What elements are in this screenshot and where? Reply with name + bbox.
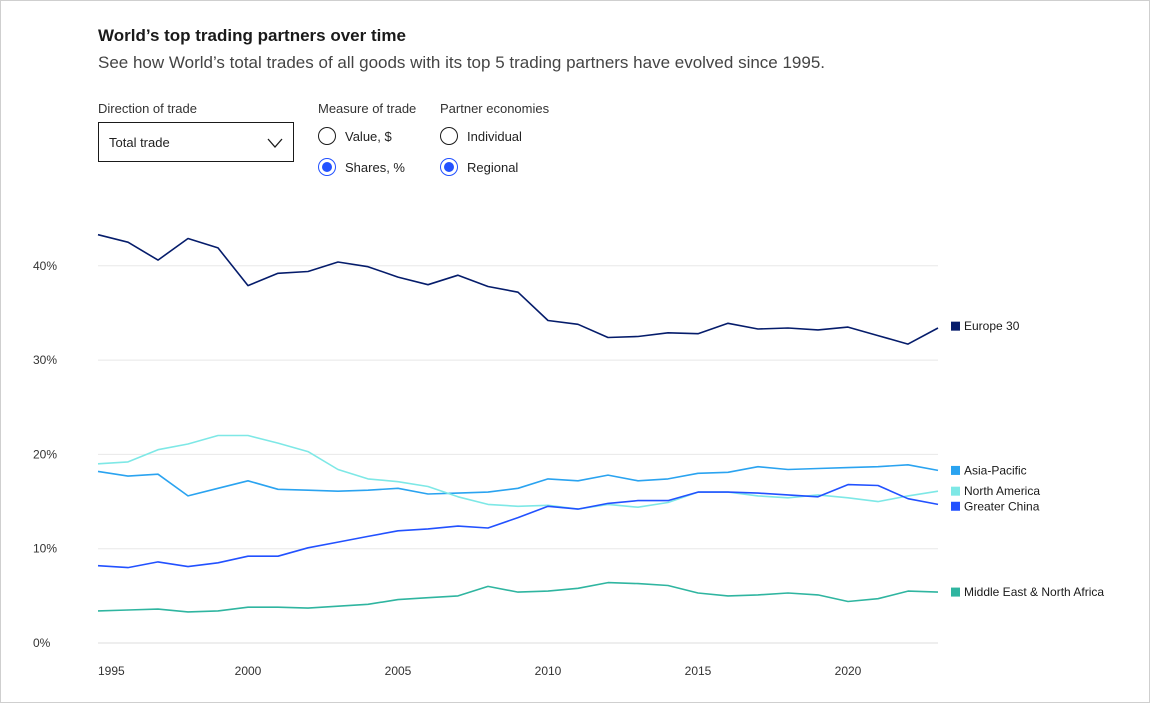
legend-swatch bbox=[951, 486, 960, 496]
direction-select-value: Total trade bbox=[109, 135, 170, 150]
partners-label: Partner economies bbox=[440, 101, 550, 116]
measure-option-label: Value, $ bbox=[345, 128, 392, 144]
chart-title: World’s top trading partners over time bbox=[98, 26, 406, 45]
x-tick-label: 2015 bbox=[685, 664, 712, 678]
series-line bbox=[97, 483, 939, 569]
radio-button bbox=[318, 127, 336, 145]
partners-option-label: Individual bbox=[467, 128, 522, 144]
series-line bbox=[97, 463, 939, 497]
x-tick-label: 2010 bbox=[535, 664, 562, 678]
measure-radio-shares[interactable]: Shares, % bbox=[318, 158, 405, 176]
chart-subtitle: See how World’s total trades of all good… bbox=[98, 53, 826, 72]
partners-radio-regional[interactable]: Regional bbox=[440, 158, 518, 176]
y-tick-label: 20% bbox=[33, 447, 57, 461]
legend-label: Greater China bbox=[964, 499, 1040, 513]
series-line bbox=[97, 581, 939, 613]
measure-radio-value[interactable]: Value, $ bbox=[318, 127, 392, 145]
y-tick-label: 30% bbox=[33, 353, 57, 367]
direction-select[interactable]: Total trade bbox=[98, 122, 294, 162]
legend-label: Middle East & North Africa bbox=[964, 585, 1104, 599]
series-line bbox=[97, 233, 939, 345]
direction-label: Direction of trade bbox=[98, 101, 197, 116]
y-tick-label: 0% bbox=[33, 636, 51, 650]
legend-label: Europe 30 bbox=[964, 319, 1020, 333]
y-tick-label: 40% bbox=[33, 259, 57, 273]
series-line bbox=[97, 434, 939, 510]
y-tick-label: 10% bbox=[33, 542, 57, 556]
legend-swatch bbox=[951, 465, 960, 475]
partners-option-label: Regional bbox=[467, 159, 519, 175]
chevron-down-icon bbox=[267, 138, 283, 148]
legend-swatch bbox=[951, 321, 960, 331]
radio-button bbox=[440, 158, 458, 176]
legend-swatch bbox=[951, 501, 960, 511]
x-tick-label: 2005 bbox=[385, 664, 412, 678]
legend-label: North America bbox=[964, 484, 1040, 498]
partners-radio-individual[interactable]: Individual bbox=[440, 127, 522, 145]
radio-button bbox=[318, 158, 336, 176]
legend-swatch bbox=[951, 587, 960, 597]
measure-label: Measure of trade bbox=[318, 101, 417, 116]
radio-button bbox=[440, 127, 458, 145]
measure-option-label: Shares, % bbox=[345, 159, 405, 175]
x-tick-label: 2020 bbox=[835, 664, 862, 678]
x-tick-label: 2000 bbox=[235, 664, 262, 678]
legend-label: Asia-Pacific bbox=[964, 463, 1027, 477]
x-tick-label: 1995 bbox=[98, 664, 125, 678]
